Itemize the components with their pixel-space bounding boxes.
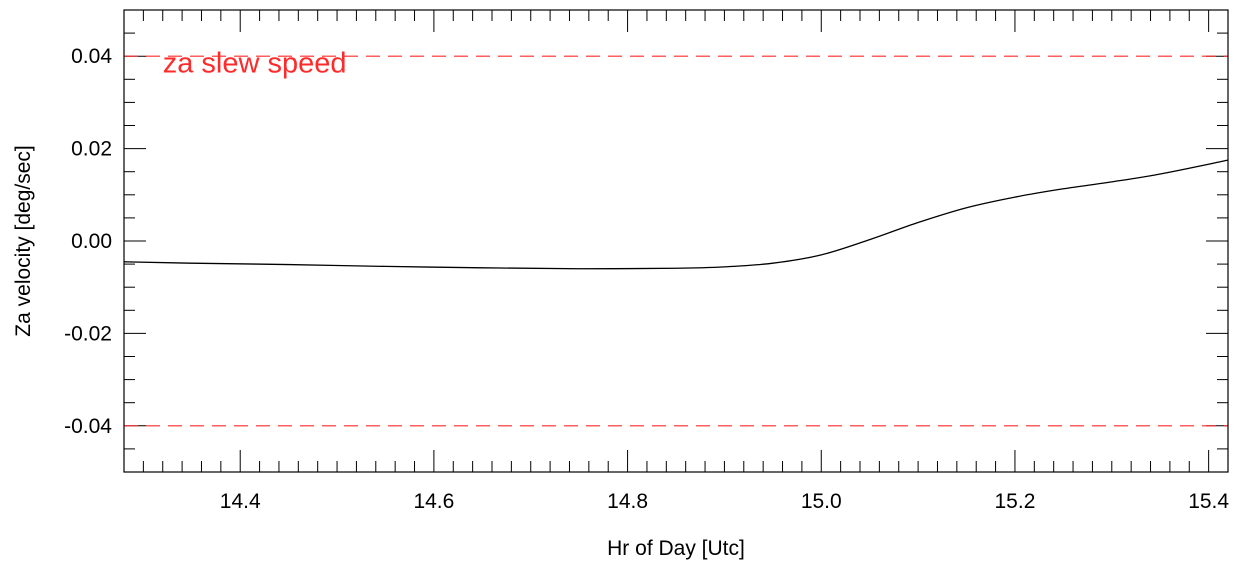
reference-lines <box>124 55 1228 427</box>
x-tick-label: 15.0 <box>801 490 842 513</box>
y-tick-label: 0.02 <box>71 138 112 161</box>
y-tick-label: 0.00 <box>71 230 112 253</box>
y-axis-title: Za velocity [deg/sec] <box>12 145 35 336</box>
series <box>123 159 1229 270</box>
annotation-label: za slew speed <box>163 47 347 79</box>
annotations: za slew speed <box>163 47 347 79</box>
x-tick-label: 14.6 <box>413 490 454 513</box>
y-tick-label: 0.04 <box>71 45 112 68</box>
x-axis-title: Hr of Day [Utc] <box>607 537 745 560</box>
plot-frame <box>123 9 1229 473</box>
x-tick-label: 14.8 <box>607 490 648 513</box>
y-tick-labels: -0.04 -0.02 0.00 0.02 0.04 <box>64 45 112 438</box>
y-tick-label: -0.02 <box>64 322 112 345</box>
y-tick-label: -0.04 <box>64 415 112 438</box>
x-tick-label: 15.4 <box>1188 490 1229 513</box>
x-tick-label: 15.2 <box>995 490 1036 513</box>
x-tick-label: 14.4 <box>220 490 261 513</box>
series-line <box>123 159 1229 270</box>
x-tick-labels: 14.4 14.6 14.8 15.0 15.2 15.4 <box>220 490 1230 513</box>
